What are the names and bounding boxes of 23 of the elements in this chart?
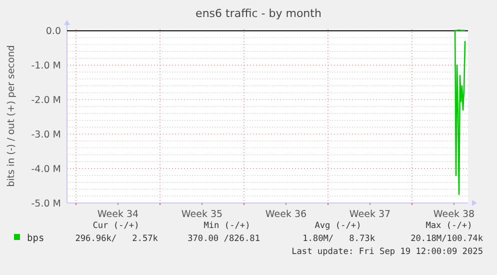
y-tick-label: 0.0 bbox=[46, 26, 61, 38]
text: 370.00 /826.81 bbox=[188, 234, 260, 244]
x-tick-label: Week 37 bbox=[349, 209, 391, 220]
y-tick-label: -2.0 M bbox=[31, 95, 61, 106]
text: 296.96k/ 2.57k bbox=[75, 234, 159, 244]
y-tick-label: -4.0 M bbox=[31, 164, 61, 176]
x-tick-label: Week 38 bbox=[433, 209, 475, 220]
text: Cur (-/+) bbox=[92, 221, 140, 231]
y-tick-label: -3.0 M bbox=[31, 130, 61, 141]
text: Max (-/+) bbox=[426, 221, 472, 231]
chart-title: ens6 traffic - by month bbox=[196, 7, 322, 20]
x-tick-label: Week 35 bbox=[181, 209, 223, 220]
y-axis-title: bits in (-) / out (+) per second bbox=[6, 45, 17, 187]
text: Last update: Fri Sep 19 12:00:09 2025 bbox=[292, 247, 483, 257]
y-tick-label: -5.0 M bbox=[31, 198, 61, 210]
legend-label: bps bbox=[27, 233, 44, 244]
x-tick-label: Week 34 bbox=[97, 209, 139, 220]
text: Min (-/+) bbox=[204, 221, 250, 231]
x-tick-label: Week 36 bbox=[265, 209, 307, 220]
text: 1.80M/ 8.73k bbox=[302, 234, 376, 244]
text: Avg (-/+) bbox=[314, 221, 362, 231]
text: 20.18M/100.74k bbox=[410, 234, 484, 244]
y-tick-label: -1.0 M bbox=[31, 60, 61, 72]
